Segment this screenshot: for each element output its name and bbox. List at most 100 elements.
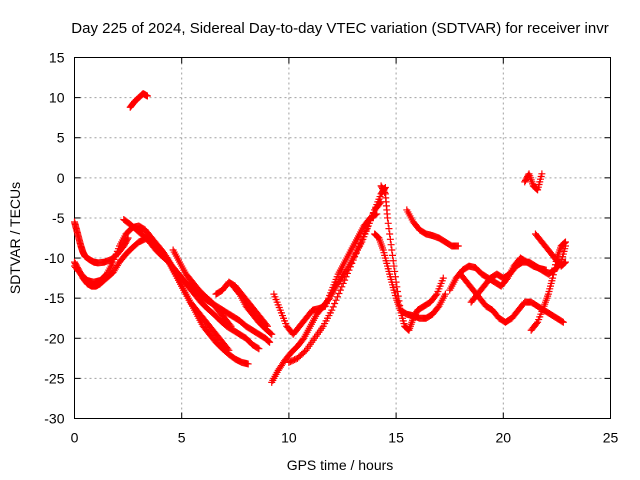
data-point bbox=[225, 346, 233, 354]
axis-ticks bbox=[74, 57, 611, 419]
y-tick-label: -10 bbox=[44, 250, 64, 266]
data-point bbox=[561, 259, 569, 267]
data-point bbox=[389, 251, 397, 259]
data-point bbox=[549, 271, 557, 279]
data-point bbox=[441, 290, 449, 298]
data-point bbox=[559, 318, 567, 326]
data-point bbox=[255, 345, 263, 353]
data-point bbox=[384, 219, 392, 227]
series-track-s bbox=[531, 230, 569, 270]
data-point bbox=[381, 189, 389, 197]
data-point bbox=[266, 338, 274, 346]
x-tick-label: 0 bbox=[71, 430, 79, 446]
data-point bbox=[454, 242, 462, 250]
data-point bbox=[143, 92, 151, 100]
x-axis-label: GPS time / hours bbox=[287, 457, 394, 473]
data-point bbox=[376, 199, 384, 207]
data-point bbox=[335, 289, 343, 297]
data-point bbox=[384, 214, 392, 222]
series-track-h bbox=[229, 282, 276, 338]
data-point bbox=[351, 253, 359, 261]
data-point bbox=[356, 239, 364, 247]
data-point bbox=[124, 234, 132, 242]
series-track-k bbox=[285, 198, 385, 366]
series-track-i bbox=[268, 183, 389, 386]
y-tick-label: 5 bbox=[57, 130, 65, 146]
x-tick-label: 20 bbox=[496, 430, 512, 446]
y-tick-label: 15 bbox=[49, 50, 65, 66]
chart-title: Day 225 of 2024, Sidereal Day-to-day VTE… bbox=[71, 20, 608, 37]
data-point bbox=[331, 300, 339, 308]
data-point bbox=[352, 249, 360, 257]
data-point bbox=[561, 239, 569, 247]
x-tick-label: 25 bbox=[603, 430, 619, 446]
data-point bbox=[385, 225, 393, 233]
series-track-c bbox=[71, 218, 132, 267]
data-point bbox=[366, 216, 374, 224]
data-point bbox=[361, 229, 369, 237]
series-track-u bbox=[521, 170, 546, 194]
data-point bbox=[560, 239, 568, 247]
data-point bbox=[364, 223, 372, 231]
data-point bbox=[227, 322, 235, 330]
data-point bbox=[264, 337, 272, 345]
data-point bbox=[265, 338, 273, 346]
data-point bbox=[328, 306, 336, 314]
data-point bbox=[355, 243, 363, 251]
data-point bbox=[558, 318, 566, 326]
data-point bbox=[332, 296, 340, 304]
data-point bbox=[339, 279, 347, 287]
series-track-m bbox=[371, 230, 449, 322]
data-point bbox=[533, 320, 541, 328]
data-point bbox=[349, 256, 357, 264]
x-tick-label: 15 bbox=[388, 430, 404, 446]
y-tick-label: -25 bbox=[44, 370, 64, 386]
data-point bbox=[254, 344, 262, 352]
data-point bbox=[362, 226, 370, 234]
y-tick-label: -5 bbox=[52, 210, 65, 226]
data-point bbox=[387, 241, 395, 249]
x-tick-label: 5 bbox=[178, 430, 186, 446]
y-tick-label: 0 bbox=[57, 170, 65, 186]
data-point bbox=[373, 210, 381, 218]
y-tick-labels: -30 -25 -20 -15 -10 -5 0 5 10 15 bbox=[44, 50, 64, 427]
data-point bbox=[439, 274, 447, 282]
series-track-f bbox=[169, 246, 235, 330]
data-point bbox=[338, 283, 346, 291]
y-tick-label: 10 bbox=[49, 90, 65, 106]
data-point bbox=[329, 303, 337, 311]
data-points bbox=[71, 90, 569, 386]
data-point bbox=[432, 291, 440, 299]
data-point bbox=[345, 266, 353, 274]
data-point bbox=[388, 246, 396, 254]
data-point bbox=[359, 233, 367, 241]
data-point bbox=[344, 269, 352, 277]
series-track-n bbox=[403, 206, 462, 250]
data-point bbox=[224, 345, 232, 353]
y-tick-label: -15 bbox=[44, 290, 64, 306]
data-point bbox=[341, 276, 349, 284]
data-point bbox=[226, 321, 234, 329]
data-point bbox=[549, 274, 557, 282]
y-tick-label: -30 bbox=[44, 411, 64, 427]
data-point bbox=[268, 330, 276, 338]
data-point bbox=[354, 246, 362, 254]
data-point bbox=[386, 230, 394, 238]
y-axis-label: SDTVAR / TECUs bbox=[7, 182, 23, 294]
data-point bbox=[538, 170, 546, 178]
data-point bbox=[358, 236, 366, 244]
y-tick-label: -20 bbox=[44, 330, 64, 346]
data-point bbox=[386, 235, 394, 243]
data-point bbox=[389, 257, 397, 265]
data-point bbox=[244, 360, 252, 368]
x-tick-labels: 0 5 10 15 20 25 bbox=[71, 430, 619, 446]
data-point bbox=[560, 259, 568, 267]
data-point bbox=[123, 235, 131, 243]
data-point bbox=[365, 219, 373, 227]
data-point bbox=[348, 259, 356, 267]
data-point bbox=[390, 262, 398, 270]
data-point bbox=[561, 238, 569, 246]
data-point bbox=[369, 209, 377, 217]
data-point bbox=[550, 267, 558, 275]
